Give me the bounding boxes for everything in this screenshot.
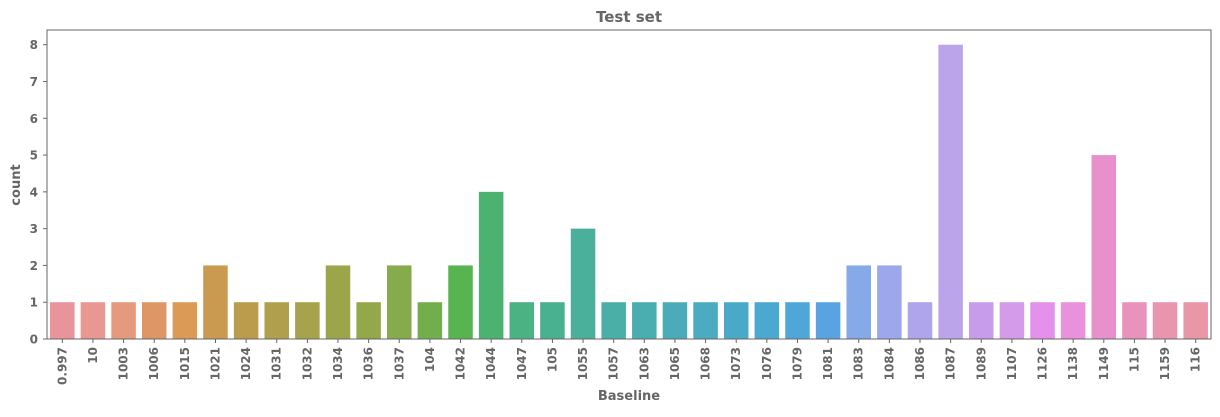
x-tick-label: 1107 xyxy=(1005,347,1019,380)
bar-1159 xyxy=(1152,302,1178,339)
x-tick-label: 1034 xyxy=(331,347,345,380)
bar-1073 xyxy=(723,302,749,339)
bar-1126 xyxy=(1030,302,1055,339)
x-tick-label: 1036 xyxy=(362,347,376,380)
y-ticks: 0 1 2 3 4 5 6 7 8 xyxy=(30,38,47,347)
x-tick-label: 1089 xyxy=(974,347,988,380)
bar-1107 xyxy=(999,302,1025,339)
x-tick-label: 1086 xyxy=(913,347,927,380)
x-tick-label: 1031 xyxy=(270,347,284,380)
x-tick-label: 104 xyxy=(423,347,437,372)
bar-1081 xyxy=(815,302,841,339)
bars xyxy=(50,44,1208,339)
x-tick-label: 105 xyxy=(545,347,559,372)
plot-frame xyxy=(46,29,1212,340)
bar-1149 xyxy=(1091,155,1117,339)
x-tick-label: 0.997 xyxy=(55,347,69,385)
x-tick-label: 1042 xyxy=(454,347,468,380)
bar-1076 xyxy=(754,302,780,339)
bar-104 xyxy=(417,302,443,339)
bar-1032 xyxy=(295,302,320,339)
y-tick-label: 0 xyxy=(30,333,38,347)
bar-1021 xyxy=(203,265,228,339)
x-tick-label: 1037 xyxy=(392,347,406,380)
x-tick-label: 1083 xyxy=(852,347,866,380)
bar-1063 xyxy=(632,302,657,339)
bar-1036 xyxy=(356,302,381,339)
x-tick-label: 1057 xyxy=(607,347,621,380)
bar-1031 xyxy=(264,302,289,339)
x-tick-label: 116 xyxy=(1189,347,1203,372)
bar-1044 xyxy=(478,191,504,339)
x-tick-label: 1079 xyxy=(790,347,804,380)
y-tick-label: 3 xyxy=(30,222,38,236)
bar-116 xyxy=(1183,302,1208,339)
bar-1083 xyxy=(846,265,871,339)
y-tick-label: 6 xyxy=(30,112,38,126)
x-tick-label: 1084 xyxy=(882,347,896,380)
bar-1037 xyxy=(387,265,412,339)
bar-0.997 xyxy=(50,302,75,339)
bar-1084 xyxy=(877,265,902,339)
y-tick-label: 7 xyxy=(30,75,38,89)
y-axis-label: count xyxy=(9,164,24,205)
bar-1138 xyxy=(1060,302,1086,339)
bar-115 xyxy=(1122,302,1147,339)
x-tick-label: 1063 xyxy=(637,347,651,380)
y-tick-label: 1 xyxy=(30,296,38,310)
x-tick-label: 1138 xyxy=(1066,347,1080,380)
x-tick-label: 1159 xyxy=(1158,347,1172,380)
x-tick-label: 1068 xyxy=(699,347,713,380)
x-tick-label: 1006 xyxy=(147,347,161,380)
x-tick-label: 1076 xyxy=(760,347,774,380)
y-tick-label: 5 xyxy=(30,149,38,163)
y-tick-label: 8 xyxy=(30,38,38,52)
x-tick-label: 1055 xyxy=(576,347,590,380)
x-tick-label: 1024 xyxy=(239,347,253,380)
bar-1015 xyxy=(172,302,198,339)
bar-10 xyxy=(80,302,106,339)
chart-title: Test set xyxy=(596,8,662,26)
bar-1087 xyxy=(938,44,963,339)
y-tick-label: 4 xyxy=(30,185,38,199)
x-tick-label: 10 xyxy=(86,347,100,364)
x-tick-label: 1126 xyxy=(1036,347,1050,380)
bar-1024 xyxy=(233,302,259,339)
x-tick-label: 1081 xyxy=(821,347,835,380)
x-tick-label: 1073 xyxy=(729,347,743,380)
bar-1047 xyxy=(509,302,535,339)
x-tick-label: 1047 xyxy=(515,347,529,380)
bar-1034 xyxy=(325,265,351,339)
bar-1079 xyxy=(785,302,810,339)
x-tick-label: 115 xyxy=(1127,347,1141,372)
bar-1057 xyxy=(601,302,626,339)
y-tick-label: 2 xyxy=(30,259,38,273)
x-tick-label: 1044 xyxy=(484,347,498,380)
x-ticks: 0.997 10 1003 1006 1015 1021 1024 1031 1032 1034 1… xyxy=(55,339,1203,385)
x-tick-label: 1003 xyxy=(117,347,131,380)
x-tick-label: 1032 xyxy=(300,347,314,380)
bar-1065 xyxy=(662,302,688,339)
bar-1003 xyxy=(111,302,136,339)
x-tick-label: 1087 xyxy=(944,347,958,380)
x-tick-label: 1021 xyxy=(208,347,222,380)
bar-1086 xyxy=(907,302,933,339)
x-tick-label: 1015 xyxy=(178,347,192,380)
bar-1006 xyxy=(141,302,167,339)
bar-105 xyxy=(540,302,565,339)
x-tick-label: 1065 xyxy=(668,347,682,380)
bar-1089 xyxy=(969,302,994,339)
x-axis-label: Baseline xyxy=(598,389,660,404)
bar-1042 xyxy=(448,265,473,339)
bar-1055 xyxy=(570,228,596,339)
bar-1068 xyxy=(693,302,718,339)
x-tick-label: 1149 xyxy=(1097,347,1111,380)
